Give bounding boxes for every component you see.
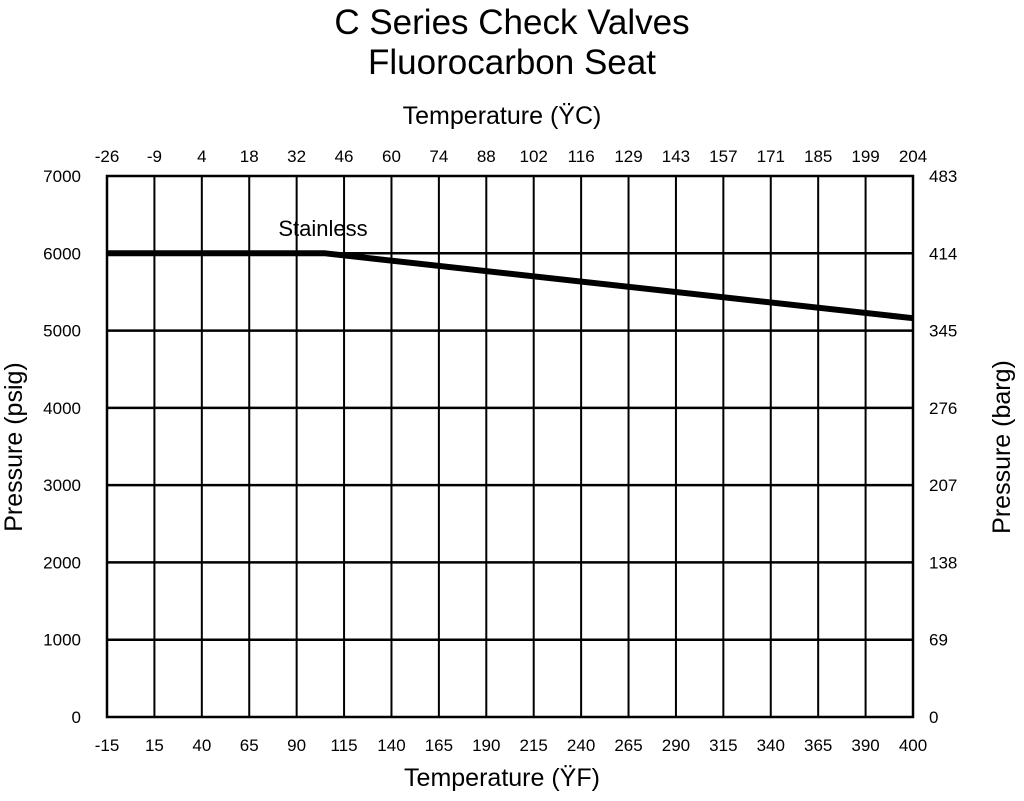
y2-tick-label: 207 [929, 476, 957, 495]
plot-frame [105, 174, 915, 719]
x-tick-label: 290 [662, 736, 690, 755]
y-tick-label: 3000 [43, 476, 81, 495]
x-tick-label: 190 [472, 736, 500, 755]
x2-tick-label: 204 [899, 147, 927, 166]
x-tick-label: 340 [757, 736, 785, 755]
y2-tick-label: 138 [929, 553, 957, 572]
y2-tick-label: 0 [929, 708, 938, 727]
x2-tick-label: 88 [477, 147, 496, 166]
x2-tick-label: 171 [757, 147, 785, 166]
x2-tick-label: 185 [804, 147, 832, 166]
chart-subtitle: Fluorocarbon Seat [368, 43, 656, 82]
x-tick-label: 65 [240, 736, 259, 755]
x2-tick-label: 143 [662, 147, 690, 166]
y-tick-label: 5000 [43, 322, 81, 341]
y2-tick-label: 345 [929, 322, 957, 341]
x2-tick-label: 18 [240, 147, 259, 166]
x2-tick-label: 46 [335, 147, 354, 166]
y-tick-label: 4000 [43, 399, 81, 418]
x-tick-label: 390 [851, 736, 879, 755]
x-tick-label: 165 [425, 736, 453, 755]
x-tick-label: 265 [614, 736, 642, 755]
x-tick-label: -15 [95, 736, 120, 755]
x-tick-label: 15 [145, 736, 164, 755]
series-layer [107, 250, 914, 322]
y-tick-label: 1000 [43, 631, 81, 650]
x2-tick-label: 129 [614, 147, 642, 166]
x-tick-label: 365 [804, 736, 832, 755]
x-tick-label: 140 [377, 736, 405, 755]
x-tick-label: 240 [567, 736, 595, 755]
y2-tick-label: 483 [929, 167, 957, 186]
x2-tick-label: -26 [95, 147, 120, 166]
x2-tick-label: 157 [709, 147, 737, 166]
x2-tick-label: 74 [429, 147, 448, 166]
x2-tick-label: 116 [568, 147, 595, 166]
y2-tick-label: 414 [929, 244, 957, 263]
x-tick-label: 400 [899, 736, 927, 755]
y-axis-label: Pressure (psig) [0, 362, 28, 532]
x2-tick-label: 4 [197, 147, 206, 166]
x-tick-label: 40 [192, 736, 211, 755]
y-tick-label: 2000 [43, 553, 81, 572]
series-line-stainless [107, 250, 914, 322]
x-tick-label: 215 [520, 736, 548, 755]
x2-tick-label: 32 [287, 147, 306, 166]
x2-tick-label: 199 [851, 147, 879, 166]
x-tick-label: 90 [287, 736, 306, 755]
x2-tick-label: 60 [382, 147, 401, 166]
x-axis-label: Temperature (ŸF) [404, 764, 600, 792]
x2-tick-label: 102 [520, 147, 548, 166]
y2-axis-label: Pressure (barg) [988, 360, 1016, 534]
x-tick-label: 115 [331, 736, 358, 755]
y2-tick-label: 69 [929, 631, 948, 650]
x2-tick-label: -9 [147, 147, 162, 166]
chart-title: C Series Check Valves [334, 3, 690, 42]
x2-axis-label: Temperature (ŸC) [403, 102, 602, 130]
y-tick-label: 6000 [43, 244, 81, 263]
y2-tick-label: 276 [929, 399, 957, 418]
series-label-stainless: Stainless [278, 216, 367, 241]
x-tick-label: 315 [709, 736, 737, 755]
tick-labels: -15 15 40 65 90 115 140 165 190 215 240 265 290 315 34… [43, 147, 957, 755]
grid [105, 174, 915, 719]
y-tick-label: 0 [72, 708, 81, 727]
y-tick-label: 7000 [43, 167, 81, 186]
